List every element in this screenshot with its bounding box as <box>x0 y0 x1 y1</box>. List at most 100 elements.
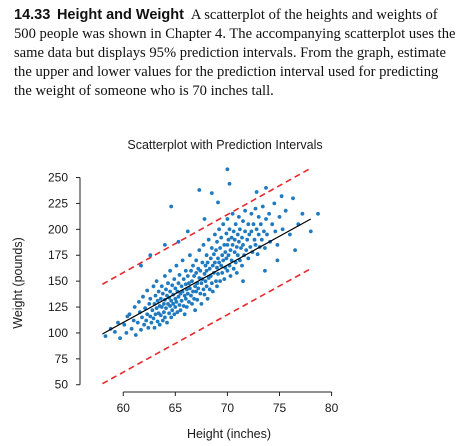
chart-title: Scatterplot with Prediction Intervals <box>127 138 322 152</box>
data-point <box>151 284 156 289</box>
data-point <box>215 284 219 289</box>
data-point <box>224 256 229 261</box>
y-tick-label: 250 <box>48 171 68 185</box>
data-point <box>270 222 275 227</box>
data-point <box>155 319 160 324</box>
data-point <box>224 231 229 236</box>
data-point <box>220 253 225 258</box>
data-point <box>229 258 234 263</box>
data-point <box>185 229 190 234</box>
data-point <box>204 268 209 273</box>
data-point <box>221 222 226 227</box>
data-point <box>176 281 181 286</box>
data-point <box>203 279 208 283</box>
data-point <box>139 327 143 332</box>
x-tick-label: 70 <box>221 401 235 415</box>
data-point <box>141 294 145 299</box>
data-point <box>190 279 194 283</box>
data-point <box>179 284 184 289</box>
data-point <box>253 206 258 211</box>
data-point <box>212 252 216 257</box>
data-point <box>230 211 235 216</box>
data-point <box>118 336 122 340</box>
data-point <box>148 314 153 319</box>
data-point <box>182 312 187 317</box>
data-point <box>203 263 208 268</box>
data-point <box>132 305 137 309</box>
data-point <box>247 232 252 237</box>
data-point <box>174 263 179 268</box>
data-point <box>170 308 175 313</box>
data-point <box>216 200 220 205</box>
data-point <box>216 272 220 276</box>
data-point <box>113 330 117 334</box>
data-point <box>264 186 268 190</box>
data-point <box>177 303 182 307</box>
data-point <box>209 191 214 196</box>
data-point <box>214 279 218 283</box>
data-point <box>280 227 285 232</box>
data-point <box>277 215 282 219</box>
data-point <box>279 194 284 199</box>
data-point <box>258 222 263 227</box>
data-point <box>219 235 224 240</box>
data-point <box>168 289 173 294</box>
data-point <box>197 188 202 192</box>
data-point <box>193 308 198 313</box>
data-point <box>248 245 253 249</box>
data-point <box>148 253 153 258</box>
data-point <box>158 296 163 301</box>
y-tick-label: 100 <box>48 326 68 340</box>
data-point <box>191 263 195 268</box>
regression-line-group <box>102 218 312 335</box>
data-point <box>155 298 160 303</box>
data-point <box>226 237 231 242</box>
data-point <box>184 305 189 309</box>
data-point <box>144 318 149 323</box>
data-point <box>152 325 157 330</box>
data-point <box>197 276 202 280</box>
data-point <box>249 211 254 216</box>
data-point <box>160 318 165 323</box>
data-point <box>253 243 258 247</box>
data-point <box>168 304 173 308</box>
data-point <box>193 284 198 289</box>
data-point <box>214 248 218 253</box>
data-point <box>227 227 232 232</box>
data-point <box>275 243 280 247</box>
data-point <box>228 248 233 253</box>
data-point <box>300 211 305 216</box>
data-point <box>267 211 271 216</box>
data-point <box>199 302 204 306</box>
data-point <box>227 181 232 186</box>
data-point <box>229 235 234 240</box>
data-point <box>202 272 207 276</box>
data-point <box>191 289 195 294</box>
data-points <box>103 167 320 340</box>
y-tick-label: 200 <box>48 222 68 236</box>
data-point <box>194 271 199 275</box>
data-point <box>163 243 167 247</box>
data-point <box>178 308 183 313</box>
data-point <box>275 258 280 263</box>
data-point <box>142 322 147 327</box>
y-tick-label: 75 <box>55 352 69 366</box>
data-point <box>256 232 261 237</box>
data-point <box>187 281 191 286</box>
data-point <box>198 291 203 296</box>
data-point <box>225 243 230 247</box>
data-point <box>153 312 158 317</box>
data-point <box>194 258 199 263</box>
data-point <box>213 260 217 265</box>
data-point <box>147 302 152 306</box>
data-point <box>176 294 181 299</box>
data-point <box>235 232 240 237</box>
data-point <box>116 320 120 325</box>
data-point <box>240 263 244 268</box>
data-point <box>194 289 199 294</box>
data-point <box>239 246 243 250</box>
data-point <box>175 310 180 315</box>
data-point <box>254 190 259 194</box>
x-axis: 60 65 70 75 80 <box>117 391 339 415</box>
data-point <box>222 243 227 247</box>
